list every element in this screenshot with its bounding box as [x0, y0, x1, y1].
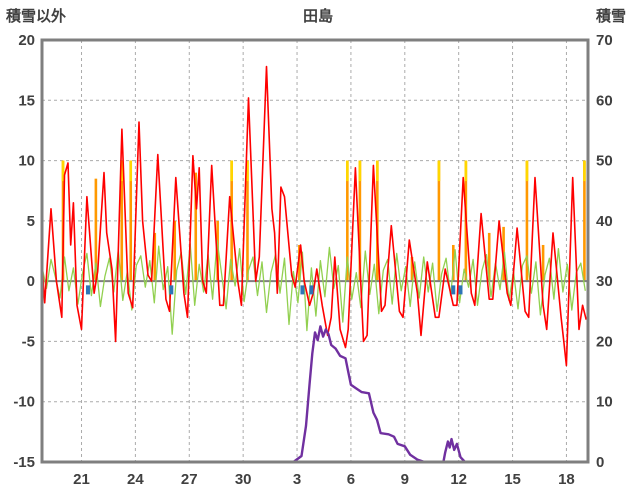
- sunshine-bar: [94, 178, 98, 282]
- x-axis-tick-label: 30: [235, 471, 252, 488]
- sunshine-bar-cap: [120, 160, 124, 182]
- blue-mark: [169, 285, 174, 295]
- right-axis-tick-label: 10: [596, 394, 613, 411]
- temperature-line: [41, 65, 587, 367]
- right-axis-tick-label: 70: [596, 32, 613, 49]
- right-axis-tick-label: 20: [596, 333, 613, 350]
- sunshine-bar: [541, 244, 545, 282]
- sunshine-bar-cap: [129, 160, 133, 182]
- sunshine-bar: [437, 160, 441, 282]
- sunshine-bar-cap: [246, 160, 249, 182]
- left-axis-tick-label: -15: [13, 454, 35, 471]
- x-axis-tick-label: 9: [401, 471, 409, 488]
- sunshine-bar: [346, 160, 349, 282]
- right-axis-tick-label: 50: [596, 153, 613, 170]
- sunshine-bar: [487, 232, 491, 282]
- sunshine-bar-cap: [61, 160, 65, 182]
- left-axis-tick-label: 20: [18, 32, 35, 49]
- sunshine-bar-cap: [464, 160, 468, 182]
- left-axis-tick-label: 10: [18, 153, 35, 170]
- blue-mark: [85, 285, 90, 295]
- sunshine-bar-cap: [525, 160, 529, 182]
- sunshine-bar: [298, 244, 301, 282]
- right-axis-tick-label: 0: [596, 454, 604, 471]
- sunshine-bar: [216, 220, 219, 282]
- x-axis-tick-label: 18: [558, 471, 575, 488]
- sunshine-bar: [583, 160, 586, 282]
- sunshine-bar: [194, 172, 198, 282]
- x-axis-tick-label: 12: [450, 471, 467, 488]
- sunshine-bar: [120, 160, 124, 282]
- right-axis-tick-label: 60: [596, 92, 613, 109]
- left-axis-tick-label: 15: [18, 92, 35, 109]
- right-axis-title: 積雪: [595, 8, 626, 25]
- sunshine-bar-cap: [376, 160, 379, 182]
- snow-depth-line: [42, 325, 588, 464]
- sunshine-bar: [153, 232, 157, 282]
- right-axis-tick-label: 30: [596, 273, 613, 290]
- sunshine-bar: [410, 257, 414, 282]
- sunshine-bar: [358, 160, 362, 282]
- sunshine-bar: [246, 160, 249, 282]
- sunshine-bar: [173, 220, 177, 282]
- left-axis-tick-label: -5: [22, 333, 35, 350]
- left-axis-tick-label: 5: [27, 213, 35, 230]
- sunshine-bar-cap: [230, 160, 233, 182]
- sunshine-bar-cap: [437, 160, 441, 182]
- x-axis-tick-label: 21: [73, 471, 90, 488]
- blue-mark: [458, 285, 463, 295]
- plot-frame: [40, 38, 590, 464]
- x-axis-tick-label: 27: [181, 471, 198, 488]
- sunshine-bar-cap: [583, 160, 586, 182]
- sunshine-bar: [376, 160, 379, 282]
- sunshine-bar: [525, 160, 529, 282]
- sunshine-bar-cap: [358, 160, 362, 182]
- blue-mark: [309, 285, 314, 295]
- left-axis-tick-label: 0: [27, 273, 35, 290]
- sunshine-bar-cap: [346, 160, 349, 182]
- right-axis-tick-label: 40: [596, 213, 613, 230]
- blue-mark: [451, 285, 456, 295]
- x-axis-tick-label: 6: [347, 471, 355, 488]
- blue-mark: [300, 285, 305, 295]
- x-axis-tick-label: 3: [293, 471, 301, 488]
- left-axis-title: 積雪以外: [6, 8, 67, 25]
- x-axis-tick-label: 24: [127, 471, 144, 488]
- chart-title: 田島: [302, 8, 333, 25]
- left-axis-tick-label: -10: [13, 394, 35, 411]
- x-axis-tick-label: 15: [504, 471, 521, 488]
- sunshine-bar: [129, 160, 133, 282]
